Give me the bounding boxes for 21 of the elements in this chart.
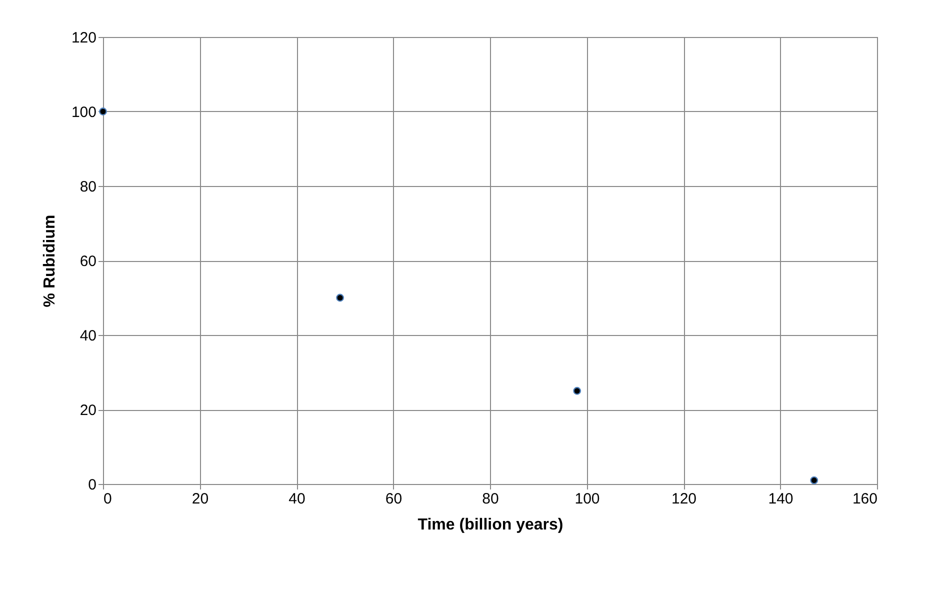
x-tick-label: 140: [768, 490, 794, 508]
y-tick-label: 20: [80, 402, 96, 419]
y-axis-title: % Rubidium: [41, 214, 58, 308]
x-tick-label: 0: [104, 490, 112, 508]
x-tick-label: 60: [385, 490, 402, 508]
y-tick-label: 120: [71, 30, 96, 46]
x-tick-label: 20: [192, 490, 209, 508]
x-tick-label: 100: [574, 490, 600, 508]
x-axis-title: Time (billion years): [418, 516, 564, 534]
x-tick-label: 120: [671, 490, 697, 508]
x-tick-label: 160: [852, 490, 878, 508]
y-tick-label: 80: [80, 178, 96, 196]
y-tick-label: 40: [80, 328, 96, 344]
point: [573, 386, 582, 395]
y-tick-label: 100: [71, 104, 96, 121]
x-tick-label: 80: [482, 490, 499, 508]
point: [810, 476, 818, 484]
point: [336, 294, 344, 302]
y-tick-label: 0: [88, 476, 96, 494]
y-tick-label: 60: [80, 253, 96, 270]
x-tick-label: 40: [288, 490, 306, 508]
